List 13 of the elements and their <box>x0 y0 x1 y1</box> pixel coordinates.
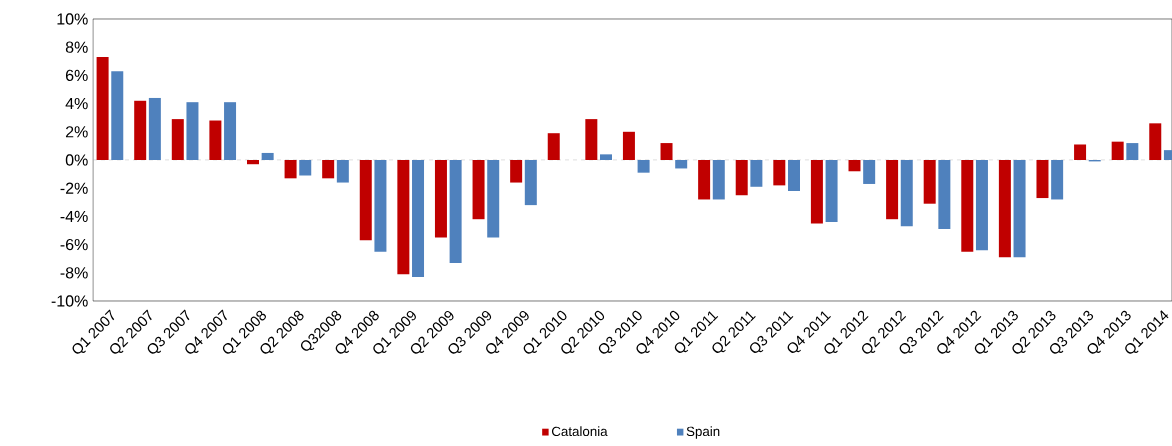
y-tick-label: -6% <box>60 238 88 251</box>
y-tick-label: -4% <box>60 210 88 222</box>
legend-label: Spain <box>686 426 720 439</box>
y-tick-label: 10% <box>57 13 88 25</box>
y-tick-label: -2% <box>60 182 88 194</box>
y-tick-label: 2% <box>65 126 88 138</box>
y-tick-label: 4% <box>65 97 88 110</box>
y-tick-label: 0% <box>65 154 88 166</box>
y-tick-label: 8% <box>65 41 88 53</box>
y-tick-label: 6% <box>66 69 88 82</box>
y-tick-label: -10% <box>51 295 88 307</box>
legend-label: Catalonia <box>551 426 608 437</box>
y-tick-label: -8% <box>60 267 88 279</box>
